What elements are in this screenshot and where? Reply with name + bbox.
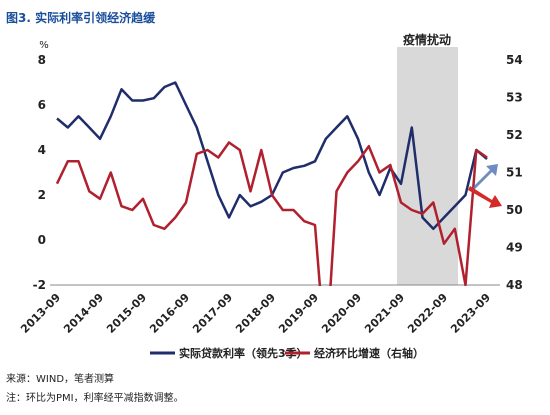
y-tick-label: 2 xyxy=(38,188,46,202)
y-tick-label: 4 xyxy=(38,143,46,157)
y2-tick-label: 49 xyxy=(506,241,523,255)
y-tick-label: -2 xyxy=(33,278,46,292)
x-tick-label: 2015-09 xyxy=(104,291,149,336)
chart-title: 图3. 实际利率引领经济趋缓 xyxy=(6,10,156,25)
legend-label: 实际贷款利率（领先3季） xyxy=(179,346,308,360)
x-tick-label: 2022-09 xyxy=(405,291,450,336)
x-tick-label: 2018-09 xyxy=(233,291,278,336)
x-tick-label: 2017-09 xyxy=(190,291,235,336)
y2-tick-label: 48 xyxy=(506,278,523,292)
x-tick-label: 2016-09 xyxy=(147,291,192,336)
x-tick-label: 2014-09 xyxy=(61,291,106,336)
y2-tick-label: 52 xyxy=(506,128,523,142)
note: 注：环比为PMI，利率经平减指数调整。 xyxy=(6,391,184,404)
y-tick-label: 8 xyxy=(38,53,46,67)
shaded-period xyxy=(397,47,458,285)
x-tick-label: 2021-09 xyxy=(362,291,407,336)
annotation: 疫情扰动 xyxy=(403,32,451,47)
y2-tick-label: 50 xyxy=(506,203,523,217)
arrow-down xyxy=(468,186,502,208)
x-tick-label: 2013-09 xyxy=(18,291,63,336)
x-tick-label: 2020-09 xyxy=(319,291,364,336)
y2-tick-label: 51 xyxy=(506,166,523,180)
y-tick-label: 0 xyxy=(38,233,46,247)
x-tick-label: 2023-09 xyxy=(448,291,493,336)
y-unit: % xyxy=(39,40,49,51)
source: 来源：WIND，笔者测算 xyxy=(6,372,114,385)
x-tick-label: 2019-09 xyxy=(276,291,321,336)
arrow-up xyxy=(472,164,498,190)
y2-tick-label: 53 xyxy=(506,91,523,105)
series-line xyxy=(55,141,488,286)
legend-label: 经济环比增速（右轴） xyxy=(314,346,424,360)
y-tick-label: 6 xyxy=(38,98,46,112)
y2-tick-label: 54 xyxy=(506,53,523,67)
